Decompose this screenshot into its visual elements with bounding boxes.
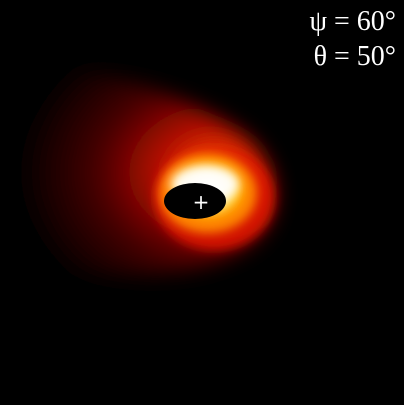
theta-label: θ = 50° [313, 41, 396, 72]
crosshair-plus-icon: + [193, 190, 210, 214]
black-hole-shadow [164, 183, 226, 219]
psi-label: ψ = 60° [309, 6, 396, 37]
